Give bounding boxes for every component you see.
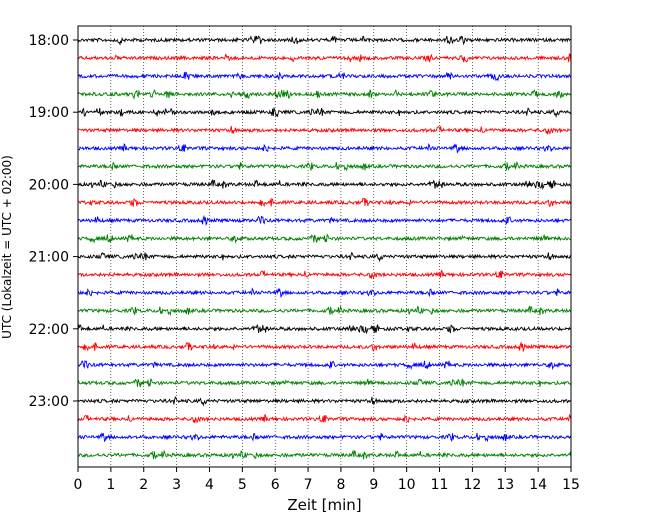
x-tick-label: 3 xyxy=(172,477,181,493)
x-tick-label: 9 xyxy=(369,477,378,493)
trace-line xyxy=(77,449,572,460)
trace-line xyxy=(77,432,572,443)
x-tick-label: 12 xyxy=(463,477,481,493)
trace-line xyxy=(77,378,572,388)
x-tick-label: 13 xyxy=(496,477,514,493)
trace-line xyxy=(77,107,572,118)
y-tick-label: 23:00 xyxy=(29,394,69,410)
trace-line xyxy=(77,287,572,299)
trace-line xyxy=(77,160,572,172)
y-tick-label: 18:00 xyxy=(29,33,69,49)
trace-line xyxy=(77,413,572,424)
x-tick-label: 10 xyxy=(398,477,416,493)
trace-line xyxy=(77,197,572,208)
trace-line xyxy=(77,88,572,100)
trace-line xyxy=(77,305,572,316)
trace-line xyxy=(77,269,572,280)
x-axis-ticks: 0 1 2 3 4 5 6 7 8 9 10 11 12 13 14 15 xyxy=(74,467,580,493)
x-tick-label: 5 xyxy=(238,477,247,493)
x-tick-label: 2 xyxy=(139,477,148,493)
trace-series xyxy=(77,35,572,460)
trace-line xyxy=(77,214,572,227)
y-tick-label: 21:00 xyxy=(29,250,69,266)
trace-line xyxy=(77,125,572,135)
trace-line xyxy=(77,251,572,263)
trace-line xyxy=(77,233,571,244)
x-axis-label: Zeit [min] xyxy=(287,496,361,514)
trace-line xyxy=(77,341,572,353)
x-tick-label: 1 xyxy=(106,477,115,493)
x-tick-label: 11 xyxy=(431,477,449,493)
y-axis-ticks: 18:00 19:00 20:00 21:00 22:00 23:00 xyxy=(29,33,78,410)
trace-line xyxy=(77,178,571,191)
y-tick-label: 22:00 xyxy=(29,322,69,338)
x-tick-label: 6 xyxy=(271,477,280,493)
trace-line xyxy=(77,323,572,335)
trace-line xyxy=(77,396,572,407)
y-tick-label: 20:00 xyxy=(29,177,69,193)
y-axis-label: UTC (Lokalzeit = UTC + 02:00) xyxy=(0,155,14,339)
x-tick-label: 15 xyxy=(562,477,580,493)
trace-line xyxy=(77,71,572,82)
plot-frame xyxy=(77,25,572,468)
x-tick-label: 4 xyxy=(205,477,214,493)
x-tick-label: 0 xyxy=(74,477,83,493)
trace-line xyxy=(77,52,572,63)
trace-line xyxy=(77,142,572,154)
x-tick-label: 8 xyxy=(336,477,345,493)
trace-line xyxy=(77,359,572,371)
x-tick-label: 14 xyxy=(529,477,547,493)
x-tick-label: 7 xyxy=(304,477,313,493)
y-tick-label: 19:00 xyxy=(29,105,69,121)
trace-line xyxy=(77,35,572,46)
